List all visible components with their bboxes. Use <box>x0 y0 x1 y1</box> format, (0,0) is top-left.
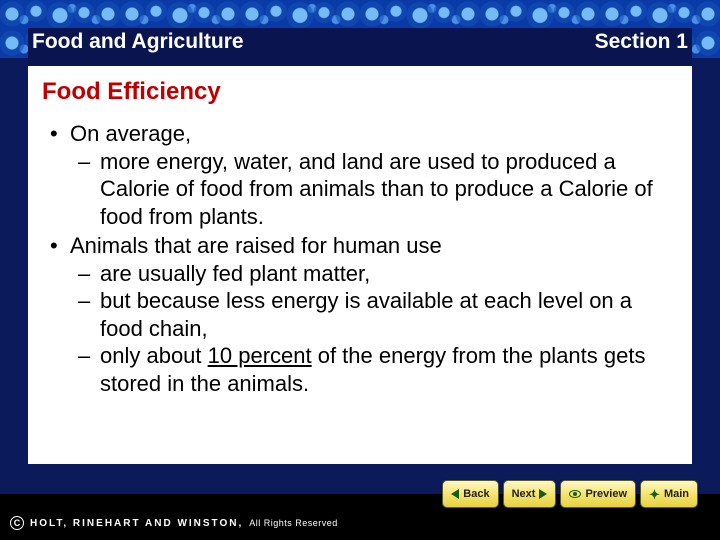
rights-text: All Rights Reserved <box>249 518 338 528</box>
next-button[interactable]: Next <box>503 480 557 508</box>
next-label: Next <box>512 488 536 500</box>
header-left: Food and Agriculture <box>32 30 244 54</box>
main-label: Main <box>664 488 689 500</box>
slide: Food and Agriculture Section 1 Food Effi… <box>0 0 720 540</box>
bullet-1: On average, more energy, water, and land… <box>70 120 674 230</box>
bullet-2-sub-2: but because less energy is available at … <box>100 287 674 342</box>
slide-content: Food Efficiency On average, more energy,… <box>28 66 692 464</box>
eye-icon <box>569 490 581 498</box>
slide-title: Food Efficiency <box>42 78 674 106</box>
bullet-2-sub-3: only about 10 percent of the energy from… <box>100 342 674 397</box>
arrow-left-icon <box>451 489 459 499</box>
publisher-text: HOLT, RINEHART AND WINSTON, <box>30 518 243 529</box>
back-label: Back <box>463 488 489 500</box>
underline-phrase: 10 percent <box>208 343 312 368</box>
back-button[interactable]: Back <box>442 480 498 508</box>
star-icon: ✦ <box>649 488 660 501</box>
slide-footer: Back Next Preview ✦ Main C HOLT, RINEHAR… <box>0 494 720 540</box>
slide-header: Food and Agriculture Section 1 <box>28 28 692 66</box>
border-top <box>0 0 720 28</box>
main-button[interactable]: ✦ Main <box>640 480 698 508</box>
bullet-1-text: On average, <box>70 121 191 146</box>
body-text: On average, more energy, water, and land… <box>42 120 674 397</box>
header-right: Section 1 <box>595 30 688 54</box>
preview-label: Preview <box>585 488 627 500</box>
copyright: C HOLT, RINEHART AND WINSTON, All Rights… <box>10 516 338 530</box>
nav-buttons: Back Next Preview ✦ Main <box>442 480 698 508</box>
bullet-2-sub-1: are usually fed plant matter, <box>100 260 674 288</box>
bullet-2-text: Animals that are raised for human use <box>70 233 442 258</box>
bullet-2: Animals that are raised for human use ar… <box>70 232 674 397</box>
preview-button[interactable]: Preview <box>560 480 636 508</box>
arrow-right-icon <box>539 489 547 499</box>
copyright-icon: C <box>10 516 24 530</box>
bullet-1-sub-1: more energy, water, and land are used to… <box>100 148 674 231</box>
